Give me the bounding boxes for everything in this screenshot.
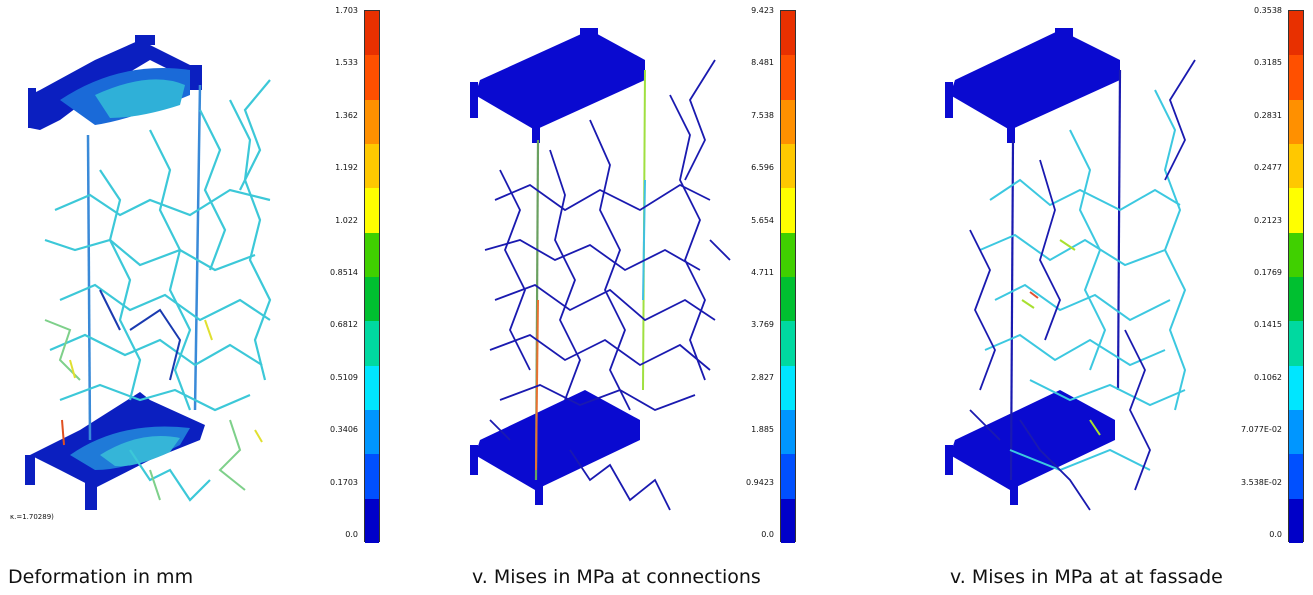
panel-mises-connections: 9.423 8.481 7.538 6.596 5.654 4.711 3.769 2.827… — [440, 0, 880, 595]
colorbar-segment — [1289, 99, 1303, 145]
colorbar-tick-label: 0.3538 — [1254, 6, 1282, 15]
colorbar-tick-label: 1.703 — [335, 6, 358, 15]
colorbar-segment — [1289, 498, 1303, 544]
colorbar-tick-label: 7.538 — [751, 110, 774, 120]
colorbar-tick-label: 1.885 — [751, 425, 774, 435]
colorbar-segment — [1289, 277, 1303, 322]
colorbar-segment — [365, 410, 379, 455]
colorbar-segment — [365, 454, 379, 500]
colorbar-segment — [1289, 365, 1303, 411]
colorbar-tick-label: 0.1415 — [1254, 320, 1282, 330]
colorbar-segment — [781, 188, 795, 234]
colorbar-tick-label: 0.3185 — [1254, 58, 1282, 68]
colorbar-tick-label: 0.3406 — [330, 425, 358, 435]
colorbar-tick-label: 5.654 — [751, 215, 774, 225]
scale-factor-note: κ.=1.70289) — [10, 513, 54, 521]
colorbar-tick-label: 0.2831 — [1254, 110, 1282, 120]
colorbar-tick-label: 2.827 — [751, 372, 774, 382]
colorbar-segment — [781, 232, 795, 278]
colorbar-segment — [365, 321, 379, 367]
colorbar-segment — [365, 277, 379, 322]
colorbar — [1288, 10, 1304, 544]
colorbar-tick-label: 0.9423 — [746, 477, 774, 487]
colorbar-tick-label: 0.1062 — [1254, 372, 1282, 382]
colorbar-tick-label: 3.769 — [751, 320, 774, 330]
colorbar-segment — [365, 188, 379, 234]
colorbar-segment — [365, 55, 379, 101]
colorbar-segment — [781, 498, 795, 544]
colorbar-segment — [1289, 144, 1303, 189]
colorbar-segment — [1289, 55, 1303, 101]
colorbar — [364, 10, 380, 544]
colorbar-tick-label: 0.0 — [1269, 530, 1282, 539]
colorbar-tick-label: 4.711 — [751, 268, 774, 277]
colorbar-tick-label: 0.6812 — [330, 320, 358, 330]
colorbar-segment — [1289, 232, 1303, 278]
colorbar-tick-label: 0.2123 — [1254, 215, 1282, 225]
colorbar-segment — [365, 99, 379, 145]
colorbar-segment — [1289, 410, 1303, 455]
colorbar-segment — [781, 144, 795, 189]
colorbar-segment — [1289, 188, 1303, 234]
colorbar-tick-label: 1.192 — [335, 163, 358, 173]
colorbar-tick-label: 0.1769 — [1254, 268, 1282, 277]
colorbar-segment — [1289, 454, 1303, 500]
colorbar-tick-label: 0.2477 — [1254, 163, 1282, 173]
colorbar-segment — [781, 321, 795, 367]
colorbar-segment — [781, 11, 795, 56]
colorbar-segment — [781, 277, 795, 322]
colorbar-segment — [365, 232, 379, 278]
colorbar-tick-label: 3.538E-02 — [1240, 477, 1282, 487]
colorbar-tick-label: 7.077E-02 — [1240, 425, 1282, 435]
colorbar-segment — [781, 55, 795, 101]
deformation-plot — [25, 35, 272, 510]
colorbar-tick-label: 0.1703 — [330, 477, 358, 487]
mises-connections-plot — [470, 28, 731, 511]
colorbar-tick-label: 0.0 — [761, 530, 774, 539]
panel-deformation: κ.=1.70289) 1.703 1.533 1.362 1.192 1.022 0.8… — [0, 0, 440, 595]
colorbar-tick-label: 0.8514 — [330, 268, 358, 277]
colorbar-segment — [781, 454, 795, 500]
colorbar-segment — [1289, 11, 1303, 56]
colorbar-segment — [781, 410, 795, 455]
colorbar-tick-label: 8.481 — [751, 58, 774, 68]
colorbar-segment — [365, 144, 379, 189]
colorbar-segment — [781, 365, 795, 411]
colorbar-tick-label: 0.0 — [345, 530, 358, 539]
colorbar-segment — [365, 365, 379, 411]
colorbar-tick-label: 6.596 — [751, 163, 774, 173]
caption-mises-fassade: v. Mises in MPa at at fassade — [950, 566, 1223, 588]
colorbar-segment — [365, 498, 379, 544]
colorbar-tick-label: 1.533 — [335, 58, 358, 68]
colorbar-tick-label: 9.423 — [751, 6, 774, 15]
colorbar-tick-label: 1.022 — [335, 215, 358, 225]
colorbar-segment — [1289, 321, 1303, 367]
panel-mises-fassade: 0.3538 0.3185 0.2831 0.2477 0.2123 0.1769 0.14… — [910, 0, 1313, 595]
colorbar — [780, 10, 796, 544]
colorbar-segment — [781, 99, 795, 145]
colorbar-tick-label: 0.5109 — [330, 372, 358, 382]
colorbar-tick-label: 1.362 — [335, 110, 358, 120]
caption-deformation: Deformation in mm — [8, 566, 194, 588]
caption-mises-connections: v. Mises in MPa at connections — [472, 566, 761, 588]
colorbar-segment — [365, 11, 379, 56]
mises-fassade-plot — [945, 28, 1196, 511]
